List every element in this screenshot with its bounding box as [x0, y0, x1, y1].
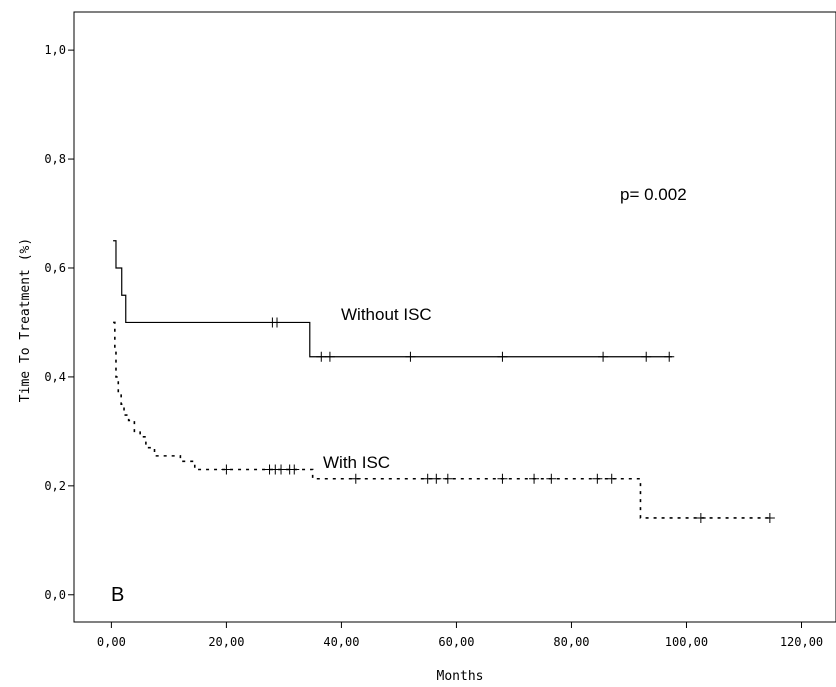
censor-mark-with-isc: [497, 473, 508, 484]
x-tick-label: 20,00: [208, 635, 244, 649]
y-tick-label: 1,0: [44, 43, 66, 57]
y-axis-title: Time To Treatment (%): [18, 238, 33, 402]
p-value-label: p= 0.002: [620, 185, 687, 204]
censor-mark-with-isc: [592, 473, 603, 484]
censor-mark-with-isc: [529, 473, 540, 484]
censor-mark-without-isc: [316, 351, 327, 362]
censor-mark-without-isc: [272, 317, 283, 328]
series-layer: [113, 240, 775, 523]
x-tick-label: 100,00: [665, 635, 708, 649]
x-tick-label: 40,00: [323, 635, 359, 649]
x-axis-title: Months: [437, 669, 484, 684]
censor-mark-without-isc: [598, 351, 609, 362]
series-label-without-isc: Without ISC: [341, 305, 432, 324]
censor-mark-with-isc: [442, 473, 453, 484]
y-tick-label: 0,4: [44, 370, 66, 384]
x-tick-label: 60,00: [438, 635, 474, 649]
y-axis: 0,0 0,2 0,4 0,6 0,8 1,0: [44, 43, 74, 602]
censor-mark-with-isc: [289, 464, 300, 475]
plot-frame: [73, 11, 836, 623]
censor-mark-with-isc: [422, 473, 433, 484]
series-label-with-isc: With ISC: [323, 453, 390, 472]
censor-mark-with-isc: [221, 464, 232, 475]
x-axis: 0,00 20,00 40,00 60,00 80,00 100,00 120,00: [97, 622, 823, 649]
y-tick-label: 0,8: [44, 152, 66, 166]
censor-mark-without-isc: [405, 351, 416, 362]
y-tick-label: 0,6: [44, 261, 66, 275]
series-line-without-isc: [113, 240, 673, 358]
censor-mark-with-isc: [546, 473, 557, 484]
y-tick-label: 0,2: [44, 479, 66, 493]
censor-mark-without-isc: [664, 351, 675, 362]
censor-mark-without-isc: [641, 351, 652, 362]
y-tick-label: 0,0: [44, 588, 66, 602]
series-line-with-isc: [113, 321, 773, 519]
censor-mark-with-isc: [764, 512, 775, 523]
censor-mark-with-isc: [695, 512, 706, 523]
censor-mark-with-isc: [431, 473, 442, 484]
censor-mark-without-isc: [497, 351, 508, 362]
x-tick-label: 0,00: [97, 635, 126, 649]
censor-mark-with-isc: [606, 473, 617, 484]
censor-mark-without-isc: [324, 351, 335, 362]
x-tick-label: 120,00: [780, 635, 823, 649]
censor-mark-with-isc: [276, 464, 287, 475]
censor-mark-with-isc: [350, 473, 361, 484]
panel-label: B: [111, 584, 124, 606]
x-tick-label: 80,00: [553, 635, 589, 649]
